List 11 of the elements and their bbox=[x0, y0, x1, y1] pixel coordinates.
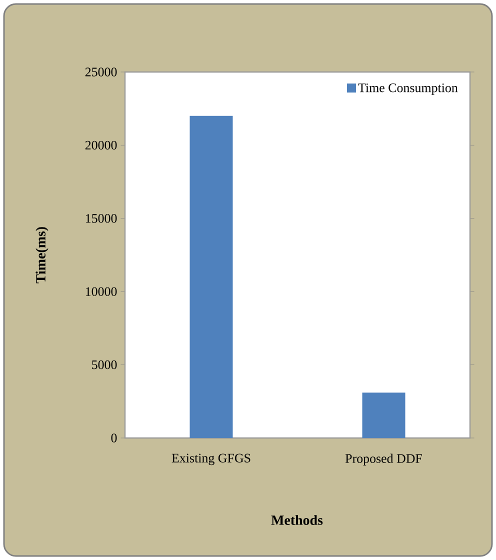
x-tick-label: Existing GFGS bbox=[172, 454, 250, 466]
x-tick-label: Proposed DDF bbox=[345, 454, 422, 466]
y-tick-label: 20000 bbox=[85, 140, 117, 150]
x-axis-title: Methods bbox=[271, 515, 323, 525]
y-tick-label: 0 bbox=[111, 434, 117, 442]
y-tick-label: 15000 bbox=[86, 214, 117, 223]
y-tick-label: 5000 bbox=[92, 360, 117, 370]
y-tick-label: 10000 bbox=[86, 287, 117, 296]
y-tick-label: 25000 bbox=[85, 68, 117, 76]
y-axis-title: Time(ms) bbox=[36, 227, 48, 284]
legend-label: Time Consumption bbox=[358, 83, 458, 95]
